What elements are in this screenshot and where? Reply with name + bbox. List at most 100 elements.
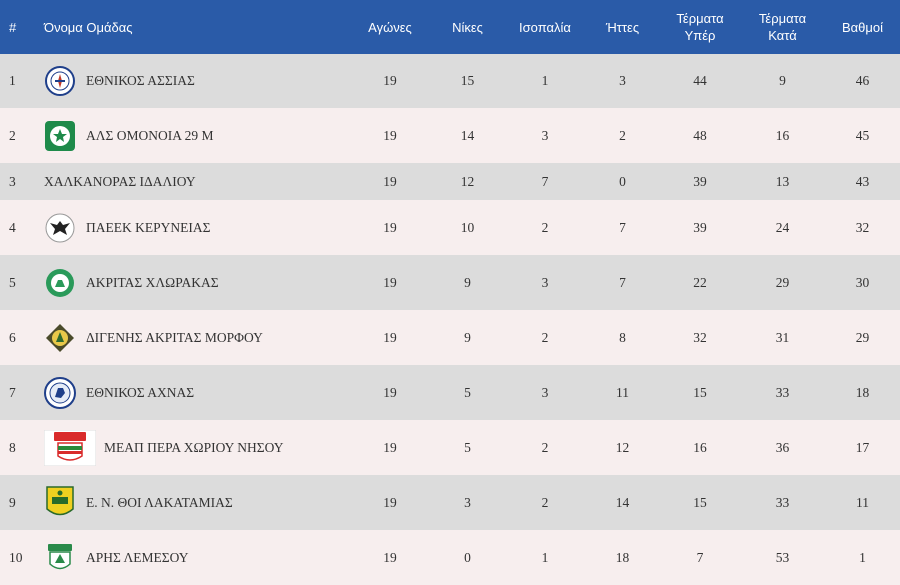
col-draws-header[interactable]: Ισοπαλία (519, 19, 571, 35)
losses-cell: 11 (616, 384, 629, 400)
losses-cell: 0 (619, 173, 626, 189)
wins-cell: 0 (464, 549, 471, 565)
played-cell: 19 (383, 173, 397, 189)
table-row[interactable]: 4 ΠΑΕΕΚ ΚΕΡΥΝΕΙΑΣ 19 10 2 7 39 24 32 (0, 200, 900, 255)
wins-cell: 14 (460, 127, 475, 143)
col-wins-header[interactable]: Νίκες (452, 19, 483, 35)
col-goals-for-header[interactable]: Τέρματα Υπέρ (660, 0, 740, 54)
table-row[interactable]: 1 ΕΘΝΙΚΟΣ ΑΣΣΙΑΣ 19 15 1 3 44 9 46 (0, 54, 900, 108)
akritas-chlorakas-crest-icon (44, 267, 76, 299)
goals-against-cell: 16 (775, 127, 790, 143)
goals-for-cell: 22 (693, 274, 707, 290)
points-cell: 11 (856, 494, 869, 510)
rank-cell: 1 (9, 73, 16, 88)
points-cell: 46 (855, 73, 870, 88)
goals-against-cell: 36 (775, 439, 790, 455)
col-points-header[interactable]: Βαθμοί (841, 19, 884, 35)
points-cell: 29 (855, 329, 870, 345)
losses-cell: 7 (619, 219, 626, 235)
wins-cell: 9 (464, 329, 471, 345)
played-cell: 19 (383, 439, 397, 455)
rank-cell: 3 (9, 173, 16, 189)
goals-for-cell: 15 (693, 384, 707, 400)
goals-for-line1: Τέρματα (676, 11, 724, 26)
goals-for-cell: 16 (693, 439, 707, 455)
wins-cell: 5 (464, 439, 471, 455)
draws-cell: 2 (541, 219, 549, 235)
losses-cell: 2 (619, 127, 626, 143)
team-cell[interactable]: ΠΑΕΕΚ ΚΕΡΥΝΕΙΑΣ (44, 200, 350, 255)
team-cell[interactable]: ΔΙΓΕΝΗΣ ΑΚΡΙΤΑΣ ΜΟΡΦΟΥ (44, 310, 350, 365)
draws-cell: 3 (541, 127, 549, 143)
table-row[interactable]: 8 ΜΕΑΠ ΠΕΡΑ ΧΩΡΙΟΥ ΝΗΣΟΥ 19 5 2 12 16 36… (0, 420, 900, 475)
team-cell[interactable]: ΕΘΝΙΚΟΣ ΑΣΣΙΑΣ (44, 54, 350, 108)
table-row[interactable]: 2 ΑΛΣ ΟΜΟΝΟΙΑ 29 Μ 19 14 3 2 48 16 45 (0, 108, 900, 163)
col-rank-header[interactable]: # (9, 19, 17, 35)
team-name[interactable]: ΑΛΣ ΟΜΟΝΟΙΑ 29 Μ (86, 127, 214, 143)
table-row[interactable]: 7 ΕΘΝΙΚΟΣ ΑΧΝΑΣ 19 5 3 11 15 33 18 (0, 365, 900, 420)
col-goals-against-header[interactable]: Τέρματα Κατά (740, 0, 825, 54)
goals-for-cell: 7 (696, 549, 704, 565)
team-cell[interactable]: Ε. Ν. ΘΟΙ ΛΑΚΑΤΑΜΙΑΣ (44, 475, 350, 530)
team-name[interactable]: ΑΚΡΙΤΑΣ ΧΛΩΡΑΚΑΣ (86, 274, 219, 290)
draws-cell: 2 (541, 329, 549, 345)
points-cell: 30 (855, 274, 870, 290)
team-name[interactable]: ΠΑΕΕΚ ΚΕΡΥΝΕΙΑΣ (86, 219, 211, 235)
header-row: # Όνομα Ομάδας Αγώνες Νίκες Ισοπαλία Ήττ… (0, 0, 900, 54)
thoi-crest-icon (44, 485, 76, 519)
ethnikos-achnas-crest-icon (44, 376, 76, 409)
points-cell: 43 (855, 173, 870, 189)
goals-against-cell: 24 (775, 219, 790, 235)
team-cell[interactable]: ΑΛΣ ΟΜΟΝΟΙΑ 29 Μ (44, 108, 350, 163)
team-cell[interactable]: ΧΑΛΚΑΝΟΡΑΣ ΙΔΑΛΙΟΥ (44, 163, 350, 200)
table-row[interactable]: 3 ΧΑΛΚΑΝΟΡΑΣ ΙΔΑΛΙΟΥ 19 12 7 0 39 13 43 (0, 163, 900, 200)
rank-cell: 4 (9, 219, 16, 235)
table-row[interactable]: 10 ΑΡΗΣ ΛΕΜΕΣΟΥ 19 0 1 18 7 53 1 (0, 530, 900, 585)
omonoia-29m-crest-icon (44, 120, 76, 152)
goals-for-line2: Υπέρ (684, 28, 716, 43)
team-cell[interactable]: ΜΕΑΠ ΠΕΡΑ ΧΩΡΙΟΥ ΝΗΣΟΥ (44, 420, 350, 475)
wins-cell: 5 (464, 384, 471, 400)
played-cell: 19 (383, 494, 397, 510)
goals-against-cell: 31 (775, 329, 790, 345)
team-cell[interactable]: ΑΚΡΙΤΑΣ ΧΛΩΡΑΚΑΣ (44, 255, 350, 310)
played-cell: 19 (383, 329, 397, 345)
team-name[interactable]: ΑΡΗΣ ΛΕΜΕΣΟΥ (86, 549, 189, 565)
team-name[interactable]: ΕΘΝΙΚΟΣ ΑΧΝΑΣ (86, 384, 195, 400)
played-cell: 19 (383, 127, 397, 143)
ethnikos-assias-crest-icon (44, 65, 76, 97)
table-row[interactable]: 6 ΔΙΓΕΝΗΣ ΑΚΡΙΤΑΣ ΜΟΡΦΟΥ 19 9 2 8 32 31 … (0, 310, 900, 365)
draws-cell: 1 (541, 73, 549, 88)
team-name[interactable]: ΜΕΑΠ ΠΕΡΑ ΧΩΡΙΟΥ ΝΗΣΟΥ (104, 439, 284, 455)
col-team-header[interactable]: Όνομα Ομάδας (44, 19, 133, 35)
draws-cell: 2 (541, 439, 549, 455)
played-cell: 19 (383, 219, 397, 235)
team-name[interactable]: ΧΑΛΚΑΝΟΡΑΣ ΙΔΑΛΙΟΥ (44, 173, 196, 189)
rank-cell: 5 (9, 274, 16, 290)
team-name[interactable]: ΔΙΓΕΝΗΣ ΑΚΡΙΤΑΣ ΜΟΡΦΟΥ (86, 329, 263, 345)
played-cell: 19 (383, 274, 397, 290)
played-cell: 19 (383, 549, 397, 565)
col-losses-header[interactable]: Ήττες (605, 19, 640, 35)
team-cell[interactable]: ΕΘΝΙΚΟΣ ΑΧΝΑΣ (44, 365, 350, 420)
points-cell: 17 (855, 439, 870, 455)
losses-cell: 18 (615, 549, 630, 565)
goals-against-cell: 33 (775, 384, 790, 400)
losses-cell: 14 (615, 494, 630, 510)
goals-against-cell: 9 (779, 73, 786, 88)
wins-cell: 10 (460, 219, 475, 235)
team-cell[interactable]: ΑΡΗΣ ΛΕΜΕΣΟΥ (44, 530, 350, 585)
points-cell: 32 (855, 219, 870, 235)
col-played-header[interactable]: Αγώνες (368, 19, 412, 35)
table-row[interactable]: 9 Ε. Ν. ΘΟΙ ΛΑΚΑΤΑΜΙΑΣ 19 3 2 14 15 33 1… (0, 475, 900, 530)
rank-cell: 7 (9, 384, 16, 400)
team-name[interactable]: Ε. Ν. ΘΟΙ ΛΑΚΑΤΑΜΙΑΣ (86, 494, 233, 510)
draws-cell: 1 (541, 549, 549, 565)
goals-against-cell: 29 (775, 274, 790, 290)
paeek-eagle-crest-icon (44, 212, 76, 244)
goals-for-cell: 32 (693, 329, 707, 345)
points-cell: 18 (855, 384, 870, 400)
played-cell: 19 (383, 384, 397, 400)
table-row[interactable]: 5 ΑΚΡΙΤΑΣ ΧΛΩΡΑΚΑΣ 19 9 3 7 22 29 30 (0, 255, 900, 310)
team-name[interactable]: ΕΘΝΙΚΟΣ ΑΣΣΙΑΣ (86, 73, 195, 88)
